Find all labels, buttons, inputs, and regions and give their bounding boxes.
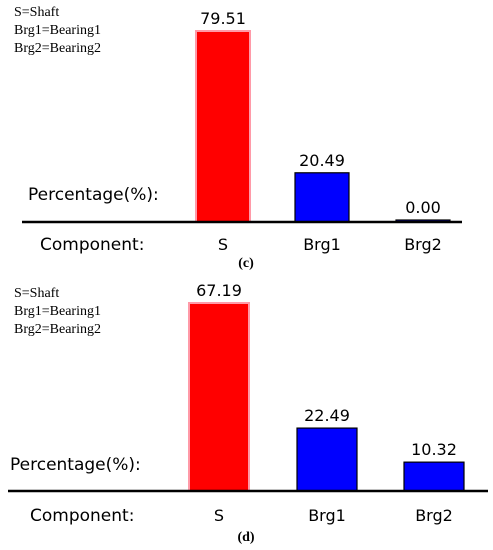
value-label: 20.49 bbox=[299, 151, 345, 170]
legend-line: Brg2=Bearing2 bbox=[14, 322, 101, 337]
legend-line: S=Shaft bbox=[14, 5, 59, 20]
category-tick-label: S bbox=[218, 235, 228, 254]
value-label: 67.19 bbox=[196, 281, 242, 300]
panel-c: S=Shaft Brg1=Bearing1 Brg2=Bearing2 79.51 S 2… bbox=[14, 5, 462, 271]
value-label: 10.32 bbox=[411, 440, 457, 459]
bar-brg2 bbox=[403, 461, 465, 492]
bar-brg1 bbox=[294, 172, 350, 223]
category-tick-label: Brg1 bbox=[303, 235, 341, 254]
bar-s bbox=[195, 30, 251, 223]
x-axis-label: Component: bbox=[40, 235, 144, 255]
legend-line: S=Shaft bbox=[14, 286, 59, 301]
y-axis-label: Percentage(%): bbox=[28, 185, 159, 205]
category-tick-label: Brg1 bbox=[308, 506, 346, 525]
y-axis-label: Percentage(%): bbox=[10, 455, 141, 475]
category-tick-label: Brg2 bbox=[415, 506, 453, 525]
bar-brg1 bbox=[296, 427, 358, 492]
x-axis-label: Component: bbox=[30, 506, 134, 526]
value-label: 0.00 bbox=[405, 198, 441, 217]
value-label: 22.49 bbox=[304, 406, 350, 425]
legend-line: Brg1=Bearing1 bbox=[14, 23, 101, 38]
panel-d: S=Shaft Brg1=Bearing1 Brg2=Bearing2 67.19 S 2… bbox=[8, 281, 488, 545]
category-tick-label: Brg2 bbox=[404, 235, 442, 254]
bar-s bbox=[188, 302, 250, 492]
category-tick-label: S bbox=[214, 506, 224, 525]
legend-line: Brg1=Bearing1 bbox=[14, 304, 101, 319]
panel-label: (d) bbox=[237, 530, 254, 545]
panel-label: (c) bbox=[238, 256, 254, 271]
legend-line: Brg2=Bearing2 bbox=[14, 41, 101, 56]
value-label: 79.51 bbox=[200, 9, 246, 28]
